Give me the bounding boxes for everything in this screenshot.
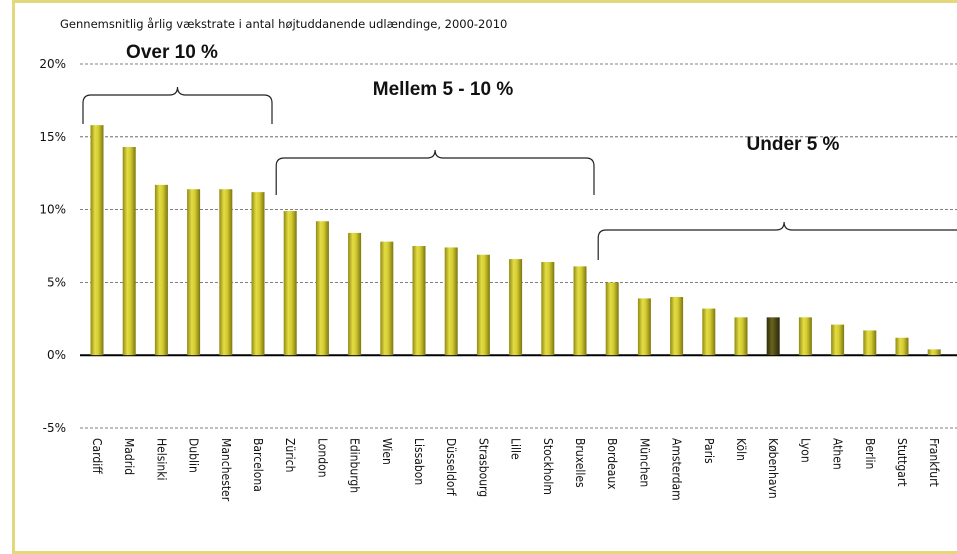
bar-köln bbox=[734, 317, 748, 356]
x-tick-label: Bruxelles bbox=[573, 438, 587, 488]
x-tick-label: Dublin bbox=[187, 438, 201, 473]
x-tick-label: Bordeaux bbox=[605, 438, 619, 490]
bar-lyon bbox=[798, 317, 812, 356]
bar-helsinki bbox=[154, 184, 168, 356]
x-tick-label: Amsterdam bbox=[670, 438, 684, 501]
x-tick-label: Köln bbox=[734, 438, 748, 461]
x-tick-label: Helsinki bbox=[154, 438, 168, 481]
bar-amsterdam bbox=[670, 296, 684, 356]
x-tick-label: Edinburgh bbox=[348, 438, 362, 493]
bar-münchen bbox=[637, 298, 651, 356]
bar-dublin bbox=[187, 189, 201, 356]
x-tick-label: København bbox=[766, 438, 780, 499]
bar-düsseldorf bbox=[444, 247, 458, 356]
bar-wien bbox=[380, 241, 394, 356]
bar-paris bbox=[702, 308, 716, 356]
x-tick-label: Cardiff bbox=[90, 438, 104, 474]
x-tick-label: Barcelona bbox=[251, 438, 265, 492]
x-tick-label: Lissabon bbox=[412, 438, 426, 485]
bar-zürich bbox=[283, 211, 297, 356]
group-label: Under 5 % bbox=[747, 134, 840, 155]
bar-stockholm bbox=[541, 262, 555, 356]
x-tick-label: Stuttgart bbox=[895, 438, 909, 487]
bar-stuttgart bbox=[895, 337, 909, 356]
bracket bbox=[275, 149, 595, 195]
y-tick-label: 10% bbox=[39, 203, 66, 217]
chart-title: Gennemsnitlig årlig vækstrate i antal hø… bbox=[60, 17, 507, 31]
x-tick-label: Wien bbox=[380, 438, 394, 465]
bar-bordeaux bbox=[605, 282, 619, 356]
x-tick-label: Athen bbox=[831, 438, 845, 470]
y-tick-label: 15% bbox=[39, 130, 66, 144]
x-tick-label: Stockholm bbox=[541, 438, 555, 495]
x-tick-label: Frankfurt bbox=[927, 438, 941, 487]
bar-madrid bbox=[122, 146, 136, 356]
y-axis-ticks: 20% 15% 10% 5% 0% -5% bbox=[39, 57, 66, 435]
chart-frame bbox=[12, 0, 957, 554]
bar-barcelona bbox=[251, 192, 265, 356]
bars bbox=[90, 125, 941, 356]
y-tick-label: 5% bbox=[47, 275, 66, 289]
bar-lille bbox=[509, 259, 523, 356]
bar-london bbox=[315, 221, 329, 356]
bar-athen bbox=[831, 324, 845, 356]
x-tick-label: Lille bbox=[509, 438, 523, 460]
x-tick-label: Düsseldorf bbox=[444, 438, 458, 497]
bar-manchester bbox=[219, 189, 233, 356]
y-tick-label: 0% bbox=[47, 348, 66, 362]
x-axis-ticks: Cardiff Madrid Helsinki Dublin Manchester Bar… bbox=[90, 438, 941, 502]
bar-edinburgh bbox=[348, 232, 362, 356]
grid-lines bbox=[80, 63, 957, 429]
x-tick-label: Paris bbox=[702, 438, 716, 464]
x-tick-label: Manchester bbox=[219, 438, 233, 502]
x-tick-label: München bbox=[637, 438, 651, 487]
bar-strasbourg bbox=[476, 254, 490, 356]
bracket bbox=[82, 86, 273, 124]
x-tick-label: Lyon bbox=[798, 438, 812, 463]
group-label: Mellem 5 - 10 % bbox=[373, 79, 514, 100]
bar-cardiff bbox=[90, 125, 104, 356]
bar-lissabon bbox=[412, 246, 426, 356]
bar-frankfurt bbox=[927, 349, 941, 356]
x-tick-label: Berlin bbox=[863, 438, 877, 469]
y-tick-label: -5% bbox=[43, 421, 66, 435]
x-tick-label: London bbox=[315, 438, 329, 478]
bar-københavn bbox=[766, 317, 780, 356]
group-label: Over 10 % bbox=[126, 42, 218, 63]
x-tick-label: Strasbourg bbox=[476, 438, 490, 497]
bar-berlin bbox=[863, 330, 877, 356]
group-annotations: Over 10 % Mellem 5 - 10 % Under 5 % bbox=[82, 42, 957, 260]
x-tick-label: Madrid bbox=[122, 438, 136, 475]
x-tick-label: Zürich bbox=[283, 438, 297, 472]
bracket bbox=[597, 221, 957, 260]
bar-bruxelles bbox=[573, 266, 587, 356]
y-tick-label: 20% bbox=[39, 57, 66, 71]
